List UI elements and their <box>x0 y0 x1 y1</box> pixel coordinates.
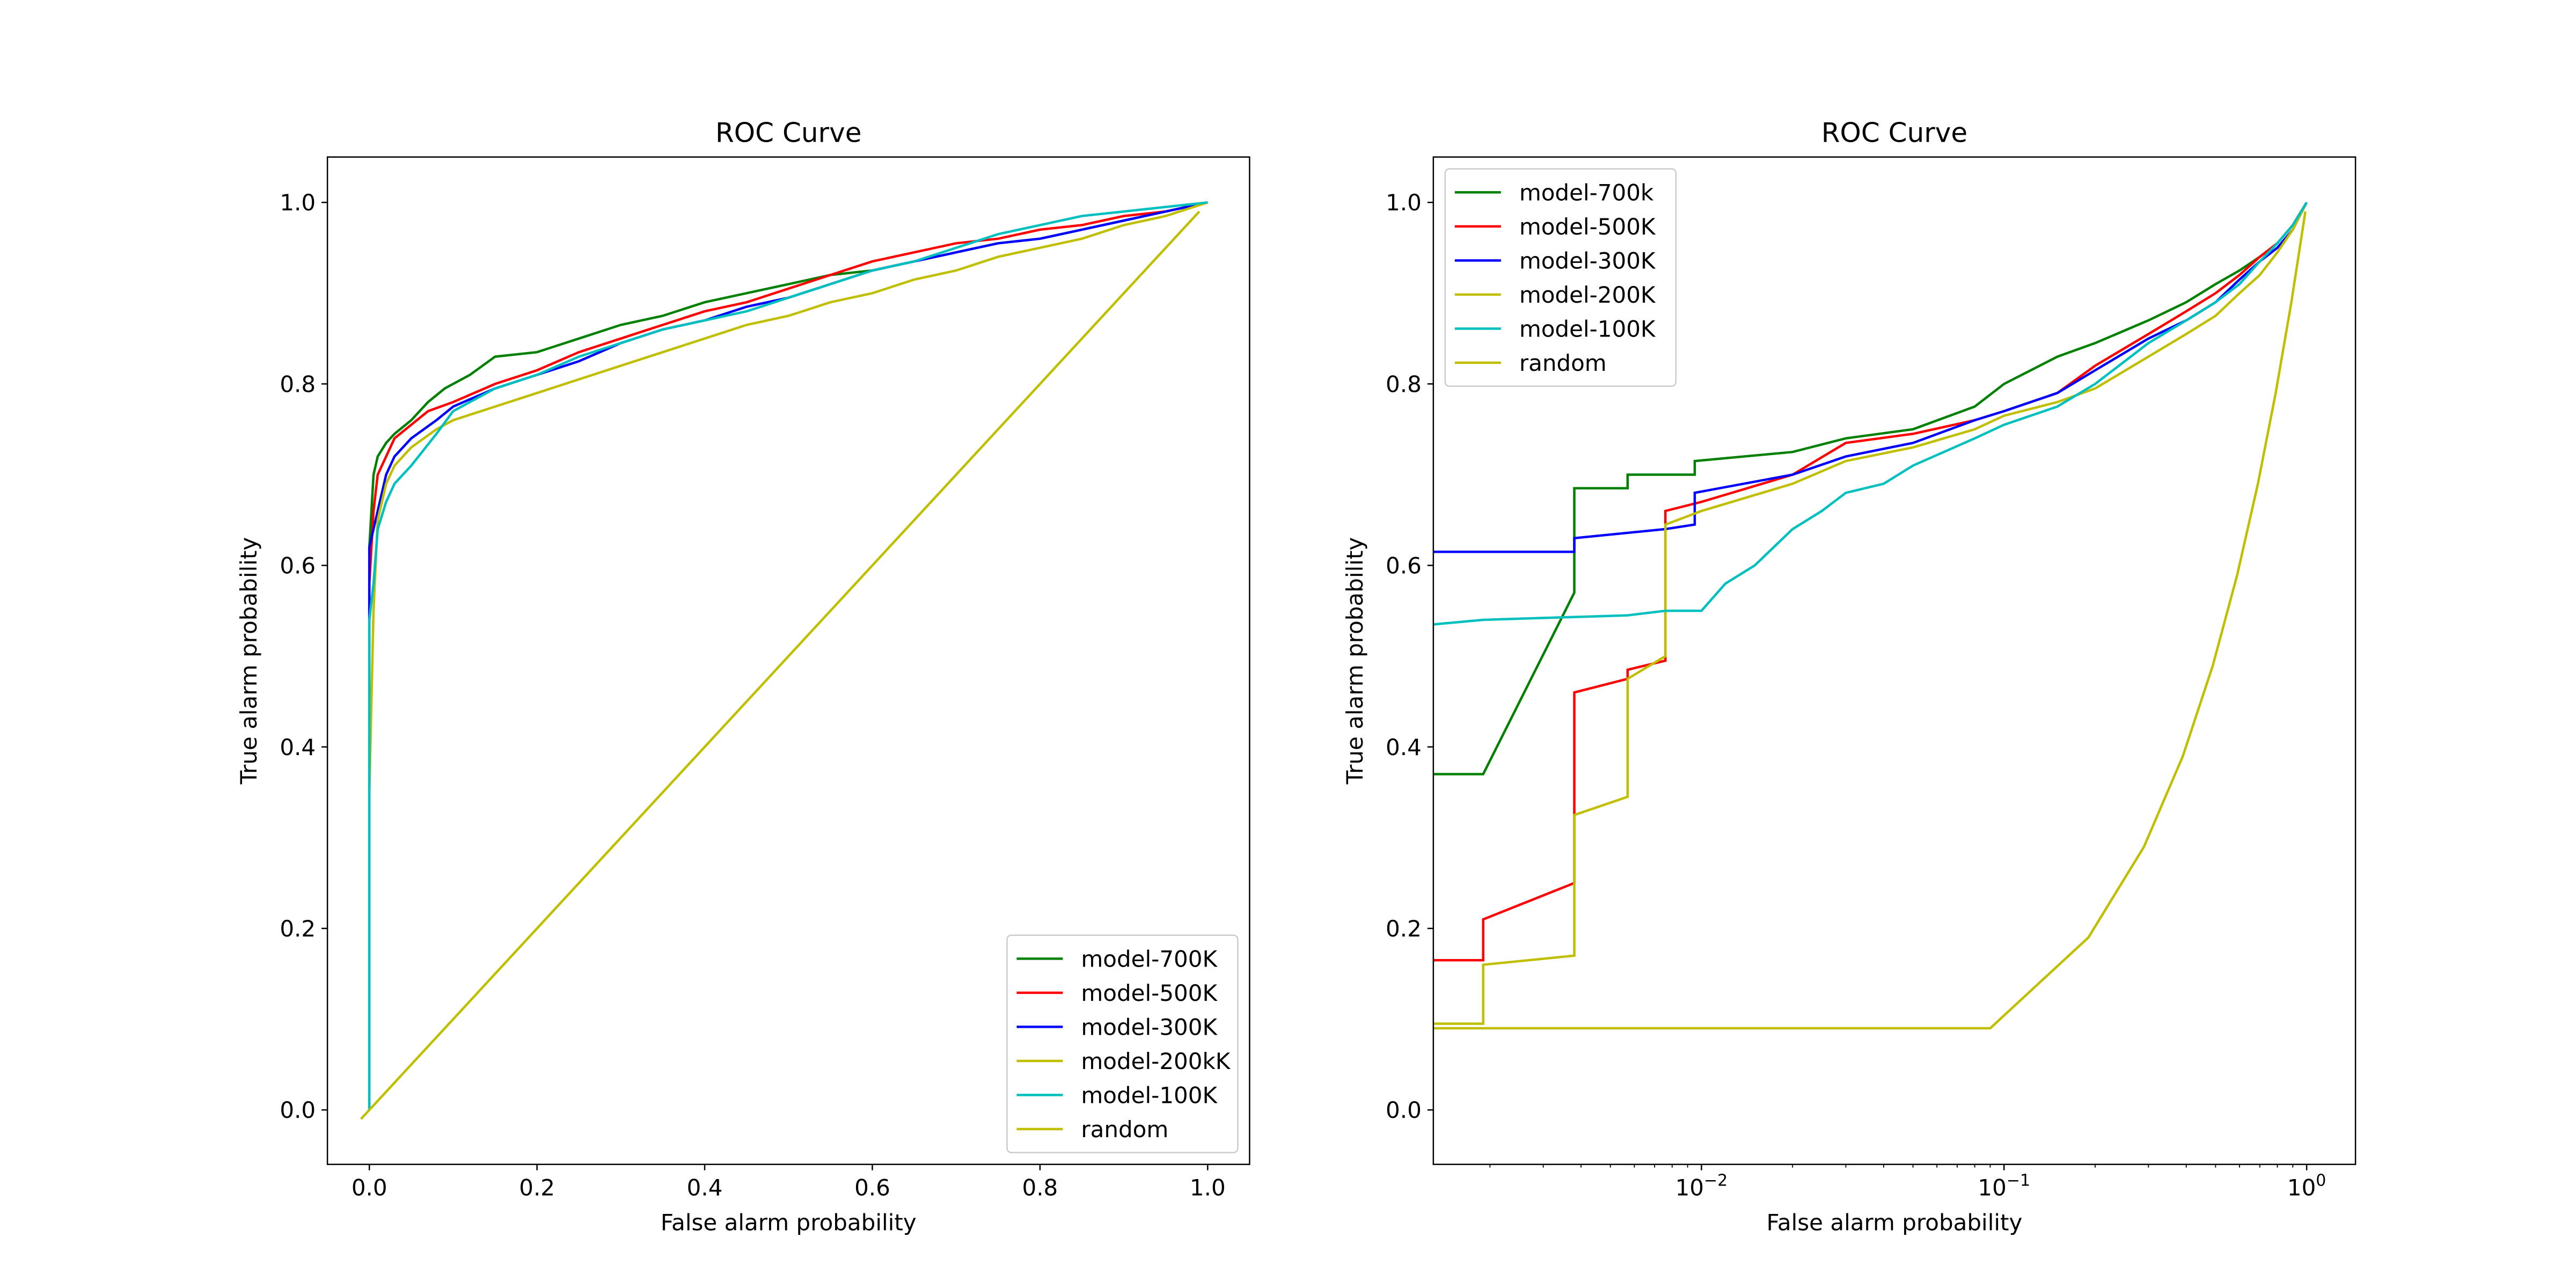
x-axis-label: False alarm probability <box>661 1210 917 1236</box>
legend-frame <box>1444 168 1677 387</box>
x-tick-label: 10−1 <box>1978 1172 2030 1201</box>
y-tick-label: 0.6 <box>1386 553 1422 579</box>
series-line-2 <box>368 201 1208 1110</box>
axes-frame <box>1432 156 2357 1165</box>
chart-panel-1: 0.0 0.2 0.4 0.6 0.8 1.0 0.0 0.2 0.4 0.6 0.8 1.0 ROC … <box>236 118 1250 1236</box>
x-tick-base: 10 <box>2287 1175 2316 1201</box>
x-tick-base: 0.2 <box>519 1175 555 1201</box>
chart-title: ROC Curve <box>1821 118 1967 149</box>
x-tick-base: 1.0 <box>1190 1175 1226 1201</box>
series-line-4 <box>1433 202 2308 1025</box>
y-tick-label: 0.2 <box>1386 916 1422 942</box>
x-tick-base: 10 <box>1675 1175 1704 1201</box>
series-line-5 <box>368 201 1208 1110</box>
series-group <box>360 201 1208 1120</box>
legend-entry: model-200K <box>1519 282 1656 308</box>
y-tick-label: 0.4 <box>280 734 316 760</box>
legend-entry: model-200kK <box>1081 1048 1231 1074</box>
legend-entry: model-700k <box>1519 179 1654 206</box>
x-tick-exponent: −1 <box>2007 1172 2030 1190</box>
series-line-5 <box>1433 202 2308 626</box>
series-line-4 <box>368 201 1208 1110</box>
y-tick-label: 0.8 <box>1386 371 1422 397</box>
y-tick-label: 0.0 <box>280 1097 316 1123</box>
series-line-1 <box>1433 202 2308 775</box>
series-line-2 <box>1433 202 2308 962</box>
x-tick-exponent: 0 <box>2316 1172 2326 1190</box>
x-tick-label: 0.0 <box>352 1175 387 1201</box>
y-tick-label: 1.0 <box>280 189 316 216</box>
x-tick-base: 0.8 <box>1022 1175 1058 1201</box>
x-tick-label: 0.2 <box>519 1175 555 1201</box>
y-tick-label: 0.2 <box>280 916 316 942</box>
legend-entry: random <box>1519 350 1607 376</box>
legend: model-700K model-500K model-300K model-200k… <box>1006 934 1239 1153</box>
x-tick-label: 100 <box>2287 1172 2326 1201</box>
x-tick-base: 0.4 <box>687 1175 723 1201</box>
legend: model-700k model-500K model-300K model-200K… <box>1444 168 1677 387</box>
legend-frame <box>1006 934 1239 1153</box>
x-tick-label: 1.0 <box>1190 1175 1226 1201</box>
x-tick-label: 0.8 <box>1022 1175 1058 1201</box>
x-tick-label: 0.4 <box>687 1175 723 1201</box>
legend-entry: model-500K <box>1519 214 1656 240</box>
axes-frame <box>326 156 1250 1165</box>
y-axis-label: True alarm probability <box>1342 537 1368 785</box>
x-tick-base: 0.6 <box>854 1175 890 1201</box>
legend-entry: model-300K <box>1519 247 1656 274</box>
x-tick-base: 0.0 <box>352 1175 387 1201</box>
y-tick-label: 1.0 <box>1386 189 1422 216</box>
y-axis-label: True alarm probability <box>236 537 262 785</box>
chart-title: ROC Curve <box>715 118 861 149</box>
legend-entry: model-700K <box>1081 946 1218 972</box>
legend-entry: model-100K <box>1519 316 1656 342</box>
x-tick-label: 10−2 <box>1675 1172 1728 1201</box>
series-group <box>1433 202 2308 1030</box>
y-tick-label: 0.6 <box>280 553 316 579</box>
x-tick-label: 0.6 <box>854 1175 890 1201</box>
legend-entry: model-300K <box>1081 1014 1218 1040</box>
x-tick-base: 10 <box>1978 1175 2006 1201</box>
y-tick-label: 0.4 <box>1386 734 1422 760</box>
series-line-6 <box>360 210 1201 1120</box>
legend-entry: random <box>1081 1116 1168 1143</box>
legend-entry: model-500K <box>1081 980 1218 1006</box>
x-axis-label: False alarm probability <box>1767 1210 2023 1236</box>
series-line-6 <box>1433 211 2307 1030</box>
legend-entry: model-100K <box>1081 1082 1218 1108</box>
y-tick-label: 0.0 <box>1386 1097 1422 1123</box>
y-tick-label: 0.8 <box>280 371 316 397</box>
x-tick-exponent: −2 <box>1704 1172 1728 1190</box>
